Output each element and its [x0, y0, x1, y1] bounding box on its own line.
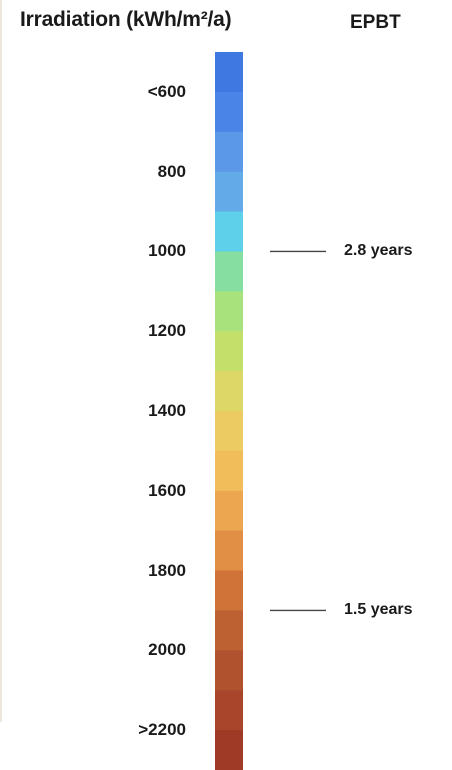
color-bin	[215, 291, 243, 332]
color-bin	[215, 331, 243, 372]
color-bin	[215, 411, 243, 452]
chart-title: Irradiation (kWh/m²/a)	[20, 8, 232, 31]
color-bin	[215, 251, 243, 292]
tick-label: 1600	[148, 480, 186, 500]
tick-label: 1200	[148, 321, 186, 341]
color-bin	[215, 131, 243, 173]
color-bin	[215, 52, 243, 93]
tick-label: 1000	[148, 241, 186, 261]
color-bin	[215, 450, 243, 492]
color-bin	[215, 650, 243, 691]
tick-label: 2000	[148, 640, 186, 660]
epbt-title: EPBT	[350, 12, 401, 33]
tick-label: >2200	[138, 720, 186, 740]
left-border-line	[0, 0, 2, 722]
tick-label: 1800	[148, 560, 186, 580]
color-bin	[215, 371, 243, 412]
color-bin	[215, 730, 243, 770]
epbt-marker-label: 2.8 years	[344, 242, 413, 260]
color-bin	[215, 91, 243, 133]
tick-label: 800	[157, 161, 186, 181]
color-bin	[215, 570, 243, 611]
color-bin	[215, 171, 243, 213]
color-bin	[215, 610, 243, 651]
epbt-marker-label: 1.5 years	[344, 601, 413, 619]
color-bin	[215, 690, 243, 731]
color-bin	[215, 211, 243, 252]
color-bin	[215, 530, 243, 572]
tick-label: 1400	[148, 401, 186, 420]
color-bin	[215, 490, 243, 532]
tick-label: <600	[147, 81, 186, 101]
